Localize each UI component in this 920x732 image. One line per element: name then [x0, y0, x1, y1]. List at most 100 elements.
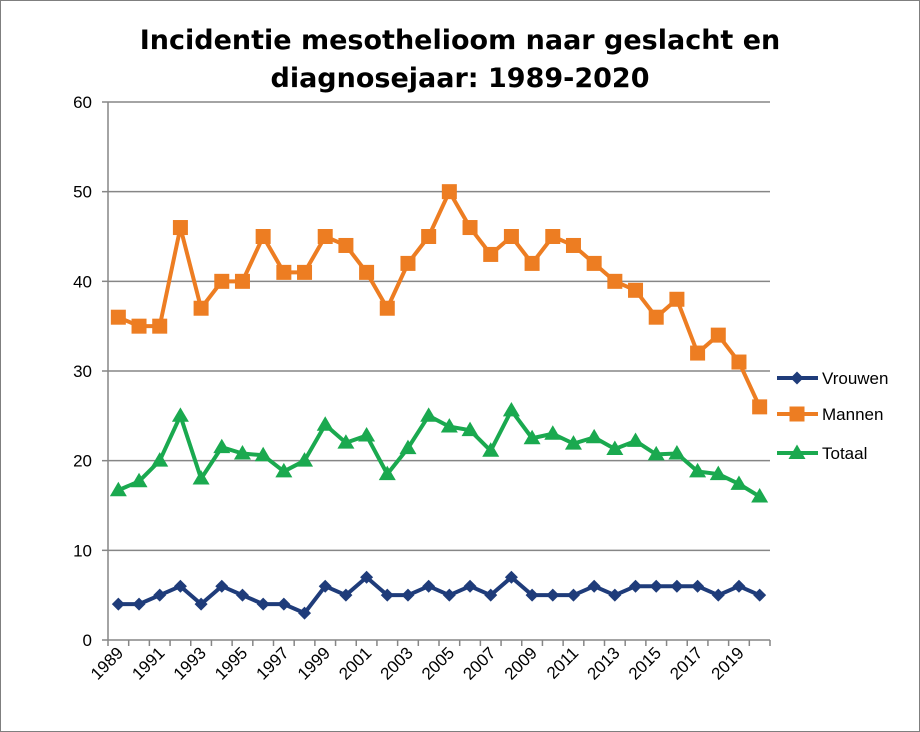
- data-point-mannen-2017: [690, 345, 706, 361]
- data-point-vrouwen-1996: [256, 597, 270, 611]
- data-point-vrouwen-1999: [318, 579, 332, 593]
- data-point-totaal-2019: [730, 475, 748, 490]
- data-point-mannen-2020: [752, 399, 768, 415]
- data-point-mannen-2009: [524, 255, 540, 271]
- x-tick-label-1995: 1995: [211, 643, 251, 683]
- data-point-mannen-1993: [193, 300, 209, 316]
- data-point-vrouwen-2001: [360, 570, 374, 584]
- data-point-vrouwen-2016: [670, 579, 684, 593]
- data-point-totaal-1990: [130, 472, 148, 488]
- x-tick-label-2019: 2019: [708, 643, 748, 683]
- data-point-vrouwen-2008: [504, 570, 518, 584]
- data-point-vrouwen-2012: [587, 579, 601, 593]
- data-point-mannen-1991: [152, 318, 168, 334]
- data-point-vrouwen-1993: [194, 597, 208, 611]
- data-point-totaal-1995: [233, 444, 251, 460]
- legend-label-totaal: Totaal: [822, 444, 867, 463]
- data-point-mannen-2012: [586, 255, 602, 271]
- data-point-vrouwen-2014: [629, 579, 643, 593]
- data-point-totaal-2015: [647, 445, 665, 461]
- data-point-mannen-1997: [276, 264, 292, 280]
- chart-title-line-1: Incidentie mesothelioom naar geslacht en: [139, 25, 781, 56]
- y-tick-label-50: 50: [73, 183, 92, 202]
- y-tick-label-30: 30: [73, 362, 92, 381]
- data-point-vrouwen-1994: [215, 579, 229, 593]
- data-point-vrouwen-2006: [463, 579, 477, 593]
- x-tick-label-1989: 1989: [87, 643, 127, 683]
- data-point-totaal-1993: [192, 470, 210, 485]
- x-tick-label-2013: 2013: [583, 643, 623, 683]
- series-line-totaal: [117, 408, 761, 499]
- data-point-mannen-2005: [441, 184, 457, 200]
- data-point-totaal-2008: [502, 401, 520, 417]
- y-tick-label-0: 0: [83, 631, 92, 650]
- x-tick-label-2011: 2011: [543, 643, 582, 682]
- data-point-totaal-1989: [109, 481, 127, 497]
- data-point-vrouwen-2020: [753, 588, 767, 602]
- data-point-mannen-2018: [710, 327, 726, 343]
- data-point-totaal-1994: [213, 438, 231, 454]
- y-tick-label-40: 40: [73, 272, 92, 291]
- legend-label-mannen: Mannen: [822, 405, 883, 424]
- x-tick-label-2001: 2001: [335, 643, 375, 683]
- data-point-totaal-2006: [461, 421, 479, 437]
- data-point-mannen-2008: [503, 229, 519, 244]
- data-point-vrouwen-1998: [298, 606, 312, 620]
- data-point-mannen-2007: [483, 246, 499, 262]
- series-line-vrouwen: [118, 575, 761, 616]
- data-point-totaal-1991: [151, 452, 169, 467]
- data-point-mannen-1998: [297, 264, 313, 280]
- data-point-mannen-1999: [317, 229, 333, 244]
- chart-title-line-2: diagnosejaar: 1989-2020: [270, 63, 650, 94]
- data-point-vrouwen-2003: [401, 588, 415, 602]
- y-tick-label-60: 60: [73, 93, 92, 112]
- data-point-vrouwen-2007: [484, 588, 498, 602]
- data-point-mannen-2006: [462, 220, 478, 236]
- data-point-totaal-2013: [606, 440, 624, 455]
- data-point-mannen-2013: [607, 273, 623, 289]
- legend-label-vrouwen: Vrouwen: [822, 369, 888, 388]
- data-point-mannen-2003: [400, 255, 416, 271]
- data-point-totaal-2003: [399, 439, 417, 455]
- data-point-vrouwen-2017: [691, 579, 705, 593]
- series-line-mannen: [117, 189, 762, 408]
- x-tick-label-1999: 1999: [294, 643, 334, 683]
- data-point-vrouwen-2010: [546, 588, 560, 602]
- legend: Vrouwen Mannen Totaal: [777, 369, 888, 463]
- data-point-totaal-2001: [358, 427, 376, 442]
- data-point-totaal-2018: [709, 465, 727, 481]
- data-point-totaal-2002: [378, 465, 396, 481]
- data-point-vrouwen-2015: [649, 579, 663, 593]
- axes: [102, 101, 771, 646]
- data-point-totaal-2016: [668, 444, 686, 460]
- x-tick-label-1991: 1991: [128, 643, 168, 683]
- x-tick-label-2007: 2007: [459, 643, 499, 683]
- x-tick-label-2003: 2003: [377, 643, 417, 683]
- legend-item-totaal: Totaal: [777, 444, 867, 463]
- data-point-totaal-2017: [689, 462, 707, 478]
- y-tick-labels: 0 10 20 30 40 50 60: [73, 93, 92, 650]
- data-point-vrouwen-2009: [525, 588, 539, 602]
- data-point-totaal-1999: [316, 416, 334, 431]
- data-point-totaal-2011: [564, 435, 582, 450]
- data-point-mannen-1996: [255, 229, 271, 244]
- data-point-totaal-2007: [482, 442, 500, 457]
- data-point-vrouwen-2011: [566, 588, 580, 602]
- x-tick-label-2015: 2015: [625, 643, 665, 683]
- data-point-vrouwen-2018: [711, 588, 725, 602]
- series-mannen: [110, 184, 768, 415]
- chart-title: Incidentie mesothelioom naar geslacht en…: [100, 22, 820, 98]
- legend-marker-mannen: [789, 406, 805, 422]
- x-tick-label-2009: 2009: [501, 643, 541, 683]
- x-tick-label-1993: 1993: [170, 643, 210, 683]
- x-tick-labels: 1989 1991 1993 1995 1997 1999 2001 2003 2005 2007…: [87, 643, 748, 683]
- data-point-mannen-2011: [565, 237, 581, 253]
- data-point-vrouwen-2000: [339, 588, 353, 602]
- data-point-vrouwen-1991: [153, 588, 167, 602]
- series-totaal: [109, 401, 769, 503]
- data-point-mannen-1995: [234, 273, 250, 289]
- data-point-totaal-2020: [751, 488, 769, 503]
- data-point-vrouwen-2013: [608, 588, 622, 602]
- series-vrouwen: [111, 570, 767, 620]
